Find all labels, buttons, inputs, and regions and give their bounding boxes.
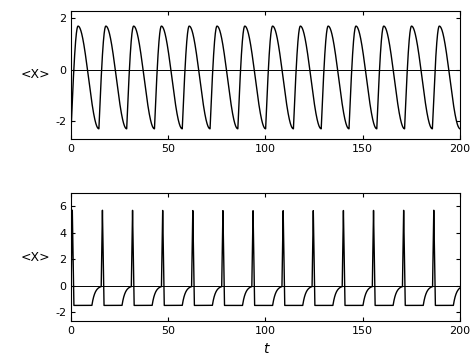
Y-axis label: <X>: <X> — [21, 69, 51, 81]
X-axis label: t: t — [263, 342, 268, 356]
Y-axis label: <X>: <X> — [21, 251, 51, 263]
